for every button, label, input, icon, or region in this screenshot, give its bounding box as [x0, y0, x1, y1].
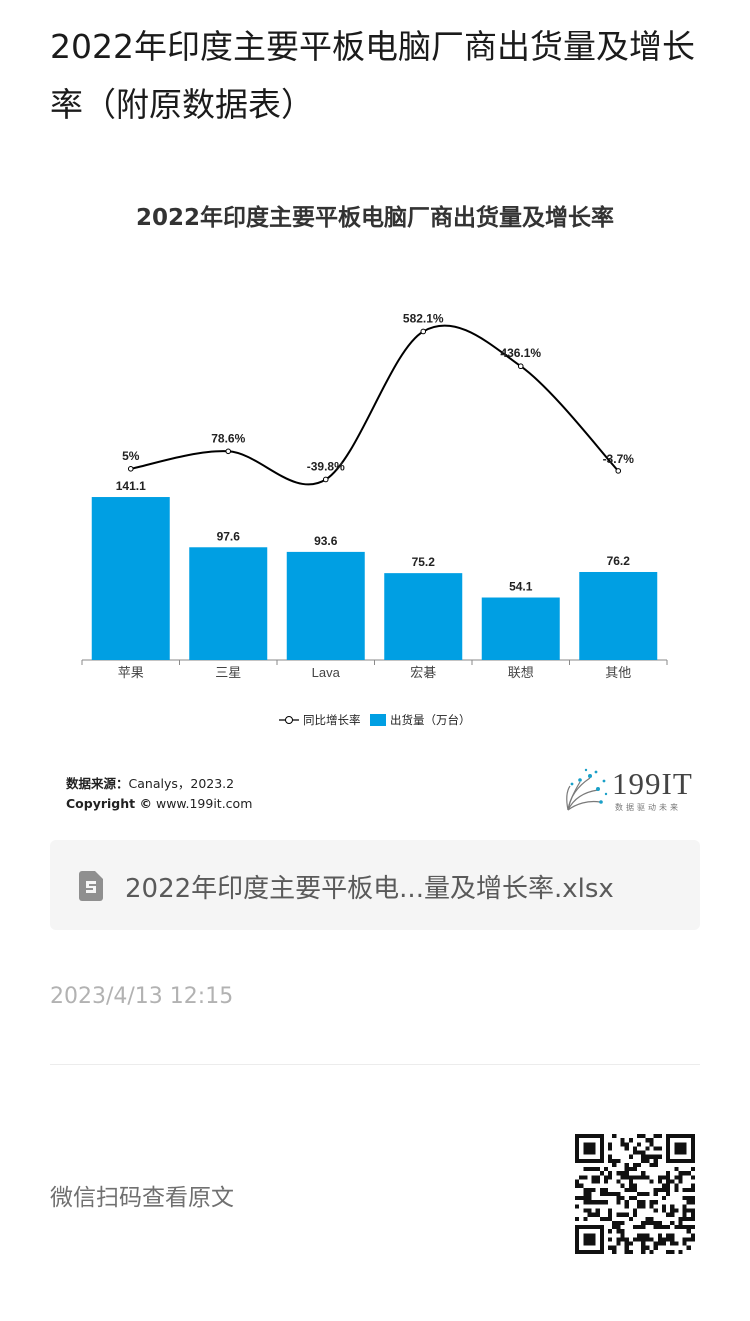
199it-logo: 199IT 数据驱动未来 [560, 766, 700, 814]
bar [91, 497, 170, 660]
source-value: Canalys，2023.2 [128, 776, 235, 791]
bar [481, 597, 560, 660]
growth-point [615, 468, 622, 474]
category-label: 苹果 [118, 665, 144, 680]
category-label: 联想 [508, 665, 534, 680]
bar [189, 547, 268, 660]
growth-value-label: 78.6% [211, 431, 245, 445]
chart-title: 2022年印度主要平板电脑厂商出货量及增长率 [135, 205, 614, 231]
legend-line-marker [285, 716, 293, 724]
logo-tagline: 数据驱动未来 [615, 803, 681, 812]
page-title: 2022年印度主要平板电脑厂商出货量及增长率（附原数据表） [50, 27, 695, 124]
dandelion-logo-icon [566, 768, 608, 811]
chart-source: 数据来源：Canalys，2023.2 Copyright © www.199i… [66, 774, 252, 814]
chart-svg: 141.1 苹果 97.6 三星 93.6 Lava 75.2 宏碁 54.1 联想 76.2 其他 5… [81, 311, 668, 727]
qr-hint-text: 微信扫码查看原文 [50, 1185, 234, 1211]
bar-value-label: 54.1 [509, 580, 533, 594]
divider [50, 1064, 700, 1065]
legend-label-growth: 同比增长率 [303, 713, 361, 727]
qr-code-icon[interactable] [575, 1134, 695, 1254]
growth-point [322, 476, 329, 483]
growth-value-label: -39.8% [307, 459, 345, 473]
bar-value-label: 75.2 [412, 555, 436, 569]
bar-value-label: 93.6 [314, 534, 338, 548]
bar-value-label: 141.1 [116, 479, 146, 493]
category-label: 其他 [605, 665, 631, 680]
category-label: 宏碁 [410, 665, 436, 680]
bar [286, 551, 365, 660]
bar-value-label: 97.6 [217, 529, 241, 543]
bar [579, 571, 658, 660]
legend-label-shipments: 出货量（万台） [390, 713, 471, 727]
growth-value-label: 436.1% [500, 346, 541, 360]
source-label: 数据来源： [66, 776, 129, 791]
legend-bar-swatch [370, 714, 386, 726]
category-label: 三星 [215, 665, 241, 680]
logo-text: 199IT [612, 766, 693, 801]
category-label: Lava [312, 665, 341, 680]
chart-image: 141.1 苹果 97.6 三星 93.6 Lava 75.2 宏碁 54.1 联想 76.2 其他 5… [50, 170, 700, 820]
growth-value-label: 582.1% [403, 311, 444, 325]
growth-point [420, 328, 427, 335]
growth-point [127, 466, 134, 472]
spreadsheet-file-icon [79, 871, 103, 901]
growth-point [517, 363, 524, 370]
bar [384, 573, 463, 660]
copyright-label: Copyright © [66, 796, 152, 811]
growth-value-label: 5% [122, 449, 140, 463]
growth-point [225, 448, 232, 455]
growth-line [130, 324, 619, 486]
publish-timestamp: 2023/4/13 12:15 [50, 984, 234, 1009]
attachment-filename[interactable]: 2022年印度主要平板电...量及增长率.xlsx [125, 874, 614, 904]
growth-value-label: -3.7% [603, 452, 635, 466]
copyright-value: www.199it.com [155, 796, 253, 811]
bar-value-label: 76.2 [607, 554, 631, 568]
attachment-card[interactable]: 2022年印度主要平板电...量及增长率.xlsx [50, 840, 700, 930]
